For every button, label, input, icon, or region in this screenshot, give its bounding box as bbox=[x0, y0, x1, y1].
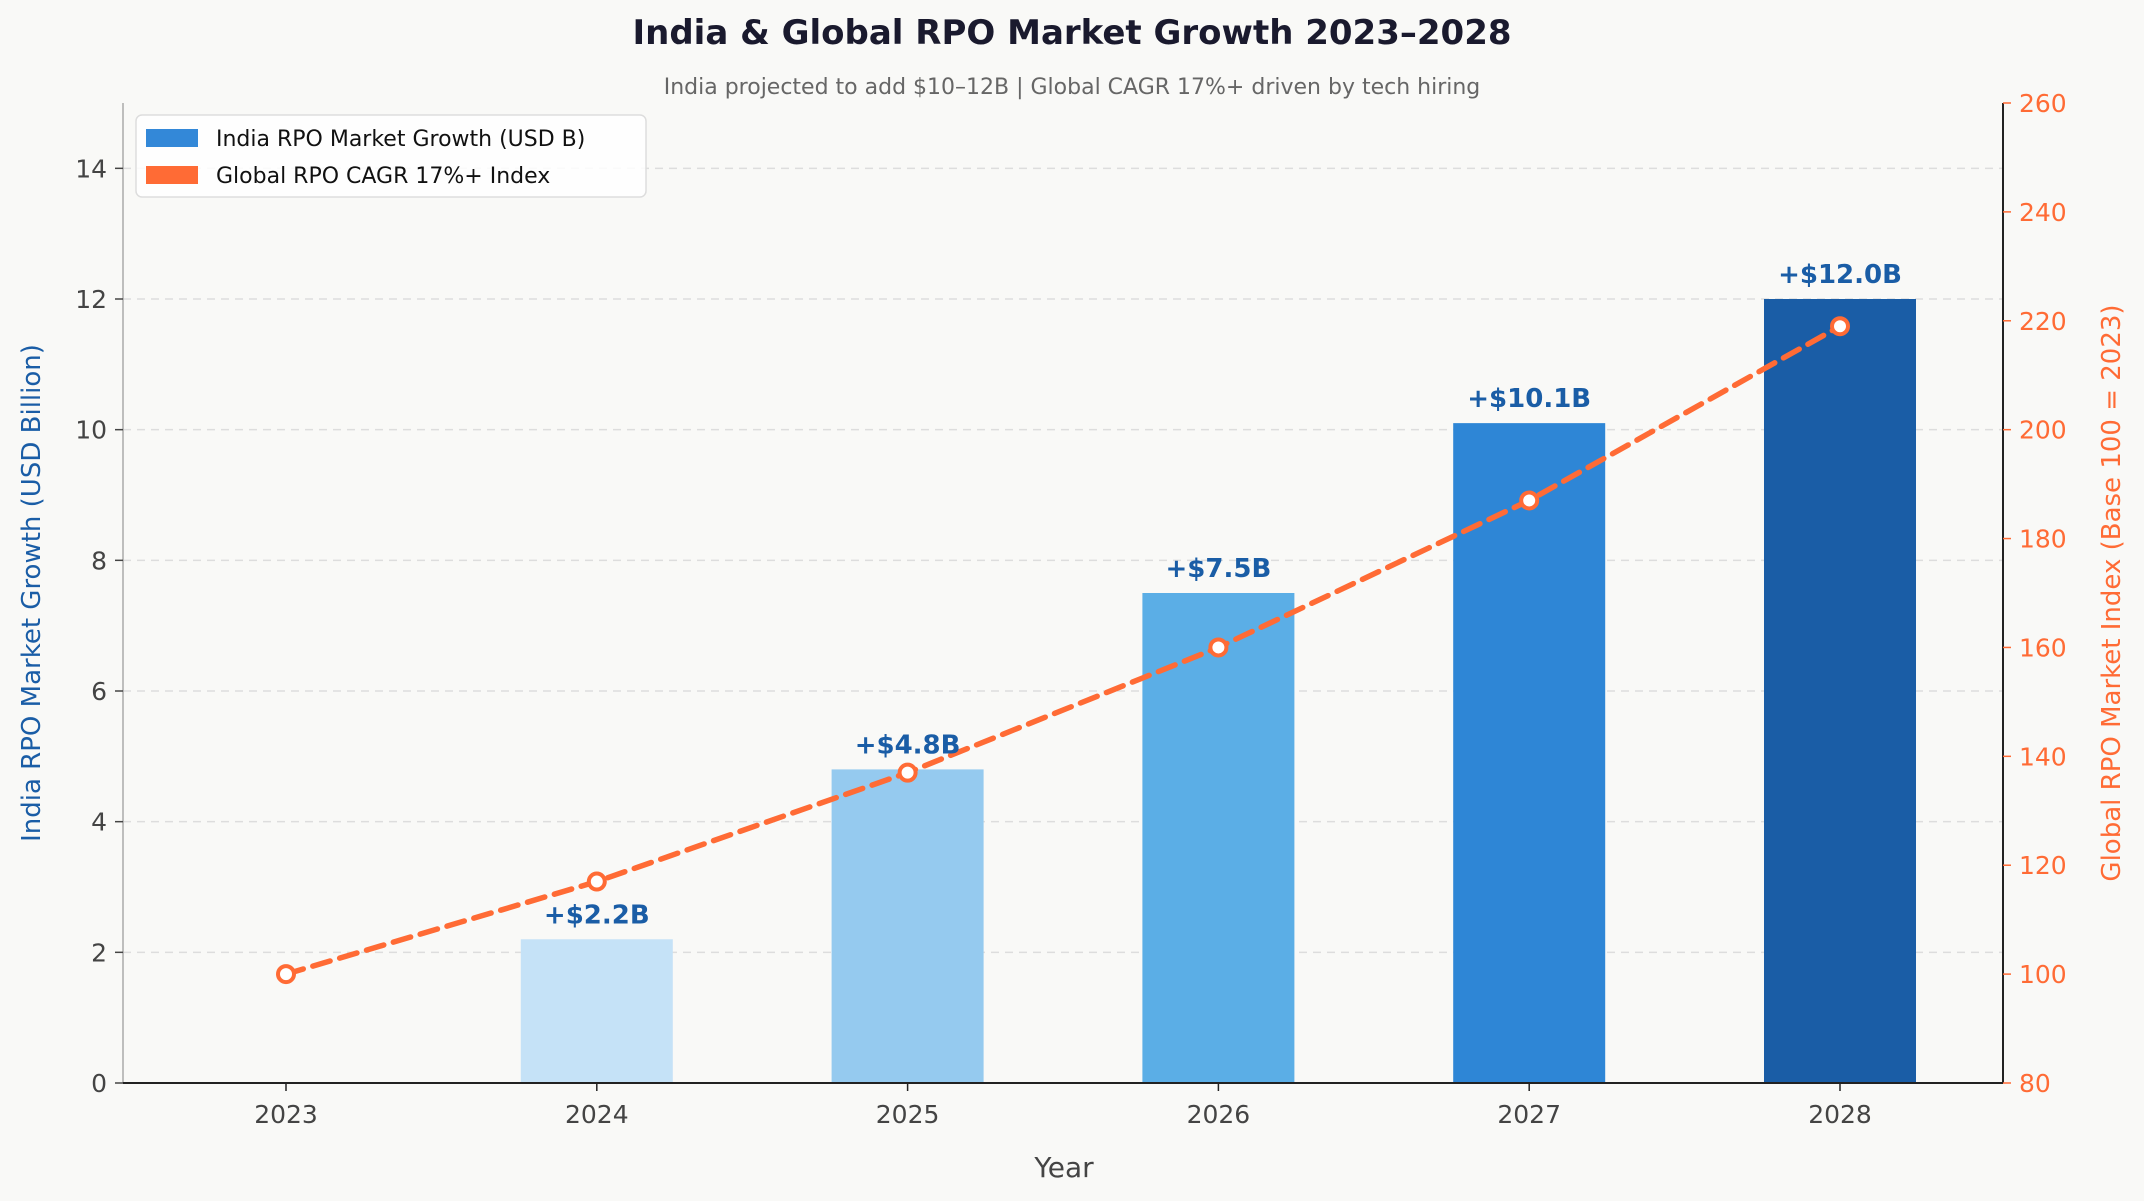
right-axis-ticks: 80 100 120 140 160 180 200 220 240 260 bbox=[2003, 89, 2067, 1098]
legend-label-global: Global RPO CAGR 17%+ Index bbox=[216, 164, 550, 189]
left-tick-label: 12 bbox=[75, 285, 107, 314]
right-tick-label: 260 bbox=[2019, 89, 2067, 118]
x-tick-label: 2028 bbox=[1808, 1100, 1872, 1129]
left-tick-label: 6 bbox=[91, 677, 107, 706]
bar-value-label: +$12.0B bbox=[1778, 260, 1902, 290]
left-tick-label: 4 bbox=[91, 808, 107, 837]
x-axis-ticks: 2023 2024 2025 2026 2027 2028 bbox=[254, 1083, 1872, 1129]
right-tick-label: 240 bbox=[2019, 198, 2067, 227]
line-point bbox=[276, 964, 296, 985]
bar bbox=[1764, 299, 1916, 1083]
right-tick-label: 140 bbox=[2019, 742, 2067, 771]
chart-subtitle: India projected to add $10–12B | Global … bbox=[664, 75, 1481, 100]
right-tick-label: 120 bbox=[2019, 851, 2067, 880]
x-tick-label: 2024 bbox=[565, 1100, 629, 1129]
line-point bbox=[1830, 316, 1850, 337]
left-axis-label: India RPO Market Growth (USD Billion) bbox=[17, 344, 47, 842]
right-tick-label: 220 bbox=[2019, 307, 2067, 336]
x-tick-label: 2027 bbox=[1497, 1100, 1561, 1129]
bar-value-label: +$4.8B bbox=[855, 730, 961, 760]
left-tick-label: 10 bbox=[75, 416, 107, 445]
legend-label-india: India RPO Market Growth (USD B) bbox=[216, 127, 585, 152]
line-point bbox=[1519, 490, 1540, 511]
legend: India RPO Market Growth (USD B) Global R… bbox=[135, 114, 647, 198]
left-axis-ticks: 0 2 4 6 8 10 12 14 bbox=[75, 154, 123, 1098]
left-tick-label: 14 bbox=[75, 154, 107, 183]
right-tick-label: 180 bbox=[2019, 525, 2067, 554]
bar-series bbox=[520, 299, 1916, 1084]
x-tick-label: 2023 bbox=[254, 1100, 318, 1129]
right-tick-label: 160 bbox=[2019, 633, 2067, 662]
right-tick-label: 200 bbox=[2019, 416, 2067, 445]
x-axis-label: Year bbox=[1033, 1151, 1094, 1184]
bar-labels: +$2.2B +$4.8B +$7.5B +$10.1B +$12.0B bbox=[544, 260, 1902, 930]
bar-value-label: +$10.1B bbox=[1467, 384, 1591, 414]
left-tick-label: 0 bbox=[91, 1069, 107, 1098]
legend-box bbox=[135, 114, 647, 198]
left-tick-label: 2 bbox=[91, 938, 107, 967]
right-axis-label: Global RPO Market Index (Base 100 = 2023… bbox=[2097, 304, 2127, 881]
x-tick-label: 2026 bbox=[1187, 1100, 1251, 1129]
legend-swatch-india bbox=[146, 129, 198, 147]
grid bbox=[123, 167, 2003, 954]
right-tick-label: 80 bbox=[2019, 1069, 2051, 1098]
line-point bbox=[586, 871, 607, 892]
bar bbox=[1142, 593, 1295, 1083]
chart-title: India & Global RPO Market Growth 2023–20… bbox=[632, 13, 1511, 53]
bar-value-label: +$7.5B bbox=[1166, 554, 1272, 584]
bar bbox=[831, 769, 984, 1083]
bar-value-label: +$2.2B bbox=[544, 900, 650, 930]
line-point bbox=[897, 762, 918, 783]
bar bbox=[1453, 423, 1606, 1084]
line-path bbox=[283, 323, 1843, 977]
left-tick-label: 8 bbox=[91, 546, 107, 575]
right-tick-label: 100 bbox=[2019, 960, 2067, 989]
legend-swatch-global bbox=[146, 166, 198, 184]
x-tick-label: 2025 bbox=[876, 1100, 940, 1129]
line-point bbox=[1208, 637, 1229, 658]
line-series bbox=[276, 316, 1850, 985]
bar bbox=[520, 939, 673, 1083]
